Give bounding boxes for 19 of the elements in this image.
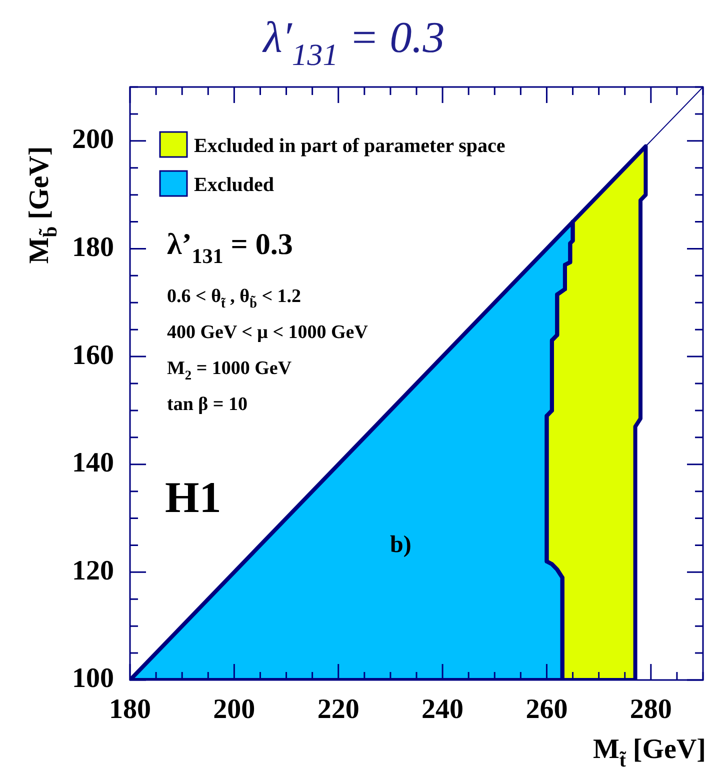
- y-tick-label: 160: [72, 340, 114, 371]
- y-axis-title: Mb̃ [GeV]: [24, 146, 62, 264]
- legend-label: Excluded: [194, 174, 274, 196]
- y-tick-label: 140: [72, 448, 114, 479]
- x-tick-label: 280: [630, 694, 672, 726]
- legend-label: Excluded in part of parameter space: [194, 135, 506, 157]
- annotation: tan β = 10: [167, 394, 248, 415]
- y-tick-label: 100: [72, 663, 114, 694]
- annotation: b): [390, 532, 412, 558]
- annotation: 400 GeV < μ < 1000 GeV: [167, 322, 368, 343]
- y-tick-label: 200: [72, 124, 114, 156]
- annotation: H1: [165, 473, 222, 522]
- x-tick-label: 220: [317, 694, 360, 726]
- y-tick-label: 180: [72, 232, 114, 263]
- x-tick-label: 200: [213, 694, 256, 726]
- y-tick-label: 120: [72, 555, 114, 586]
- x-tick-label: 260: [526, 694, 568, 726]
- x-tick-label: 180: [109, 694, 151, 726]
- x-tick-label: 240: [422, 694, 464, 726]
